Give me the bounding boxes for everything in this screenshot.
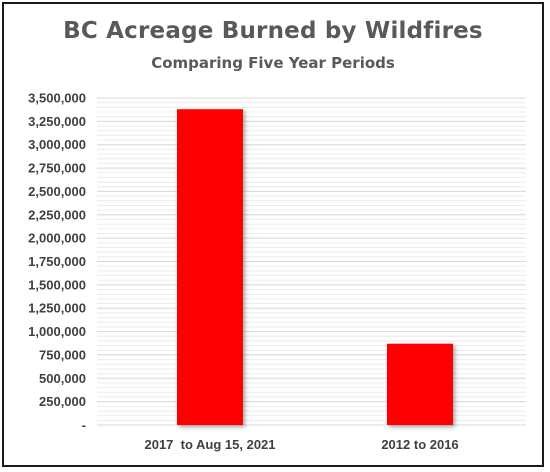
- y-tick-label: 3,500,000: [28, 91, 86, 106]
- y-tick-label: 250,000: [39, 394, 86, 409]
- y-tick-label: 3,250,000: [28, 114, 86, 129]
- x-category-label: 2012 to 2016: [381, 437, 458, 452]
- y-tick-label: 500,000: [39, 371, 86, 386]
- chart-title: BC Acreage Burned by Wildfires: [63, 18, 483, 44]
- y-tick-label: -: [82, 418, 86, 433]
- bars: [177, 109, 453, 425]
- y-tick-label: 2,750,000: [28, 161, 86, 176]
- chart-subtitle: Comparing Five Year Periods: [151, 54, 395, 72]
- y-tick-label: 2,000,000: [28, 231, 86, 246]
- y-axis-ticks: - 250,000 500,000 750,000 1,000,000 1,250,000…: [28, 91, 86, 433]
- y-tick-label: 1,750,000: [28, 254, 86, 269]
- gridlines: [97, 97, 526, 426]
- y-tick-label: 1,500,000: [28, 277, 86, 292]
- x-axis-labels: 2017 to Aug 15, 2021 2012 to 2016: [144, 437, 458, 452]
- bar: [387, 343, 453, 425]
- y-tick-label: 2,500,000: [28, 184, 86, 199]
- bar: [177, 109, 243, 425]
- y-tick-label: 750,000: [39, 347, 86, 362]
- x-category-label: 2017 to Aug 15, 2021: [144, 437, 275, 452]
- chart-frame: [2, 2, 544, 467]
- y-tick-label: 3,000,000: [28, 137, 86, 152]
- y-tick-label: 1,250,000: [28, 301, 86, 316]
- y-tick-label: 1,000,000: [28, 324, 86, 339]
- y-tick-label: 2,250,000: [28, 207, 86, 222]
